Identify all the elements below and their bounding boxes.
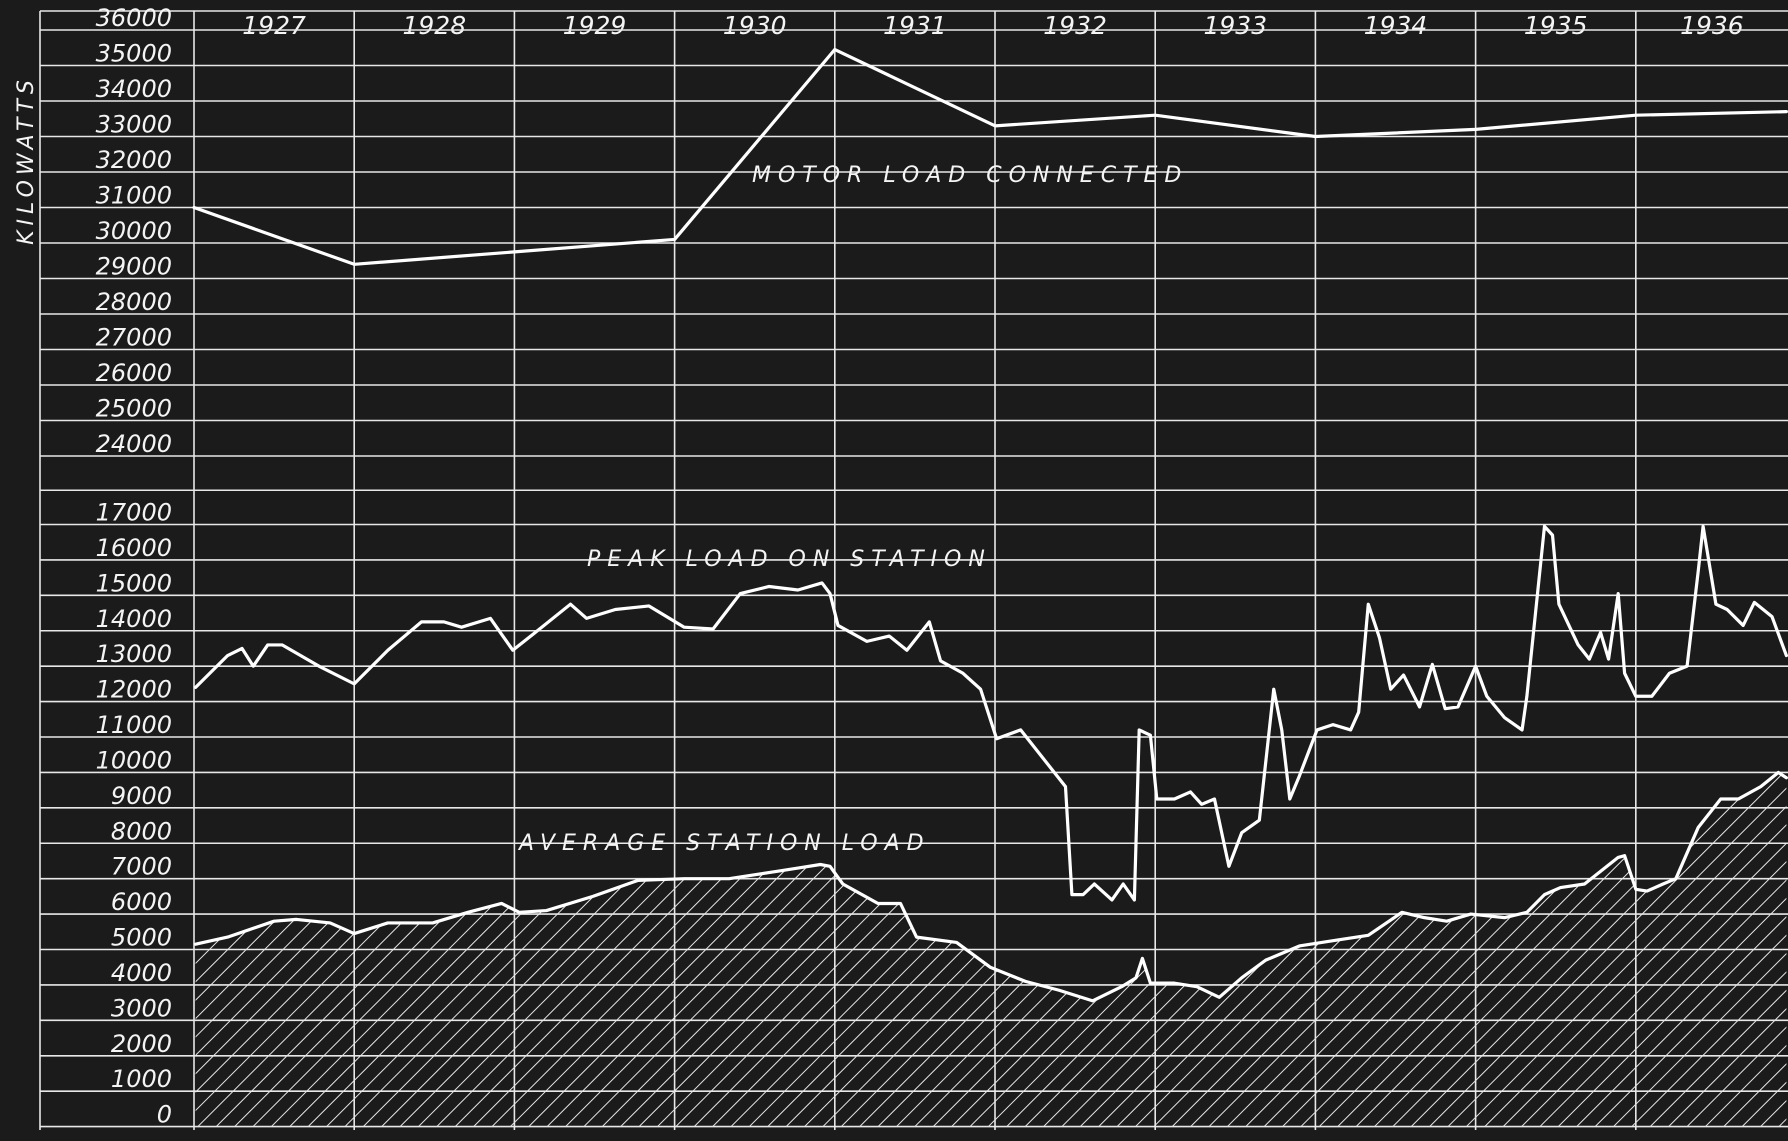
x-tick-label: 1927 [242,11,306,40]
series-line [192,47,1788,266]
y-tick-label: 8000 [111,817,172,845]
y-tick-label: 15000 [96,569,172,597]
y-tick-label: 27000 [96,324,172,352]
y-tick-label: 13000 [96,640,172,668]
series-label: AVERAGE STATION LOAD [517,831,931,856]
y-tick-label: 29000 [96,253,172,281]
y-tick-label: 16000 [96,534,172,562]
x-tick-label: 1929 [563,11,627,40]
y-tick-label: 12000 [96,676,172,704]
series-line [194,524,1788,902]
y-tick-label: 3000 [111,994,172,1022]
x-tick-label: 1928 [402,11,466,40]
y-tick-label: 26000 [96,359,172,387]
y-tick-label: 34000 [96,75,172,103]
y-tick-label: 25000 [96,395,172,423]
x-tick-label: 1936 [1680,11,1744,40]
y-tick-label: 35000 [96,40,172,68]
y-tick-label: 14000 [96,605,172,633]
y-tick-label: 5000 [111,924,172,952]
series-line [194,770,1788,1003]
y-tick-label: 17000 [96,499,172,527]
y-tick-label: 0 [157,1101,172,1129]
x-tick-label: 1933 [1203,11,1267,40]
y-tick-label: 7000 [111,853,172,881]
area-hatch [195,772,1787,1127]
x-tick-label: 1930 [723,11,787,40]
y-tick-label: 10000 [96,746,172,774]
x-tick-label: 1934 [1364,11,1428,40]
y-tick-label: 1000 [111,1065,172,1093]
y-tick-label: 2000 [111,1030,172,1058]
y-axis-label: KILOWATTS [14,75,39,245]
x-tick-label: 1931 [883,11,947,40]
y-tick-label: 30000 [96,217,172,245]
y-tick-label: 31000 [96,182,172,210]
series-label: PEAK LOAD ON STATION [587,547,992,572]
x-tick-label: 1932 [1043,11,1107,40]
y-tick-label: 11000 [96,711,172,739]
x-tick-label: 1935 [1524,11,1588,40]
y-tick-label: 28000 [96,288,172,316]
y-tick-label: 9000 [111,782,172,810]
y-tick-label: 24000 [96,430,172,458]
y-tick-label: 32000 [96,146,172,174]
y-tick-label: 33000 [96,111,172,139]
y-tick-label: 36000 [96,4,172,32]
y-tick-label: 4000 [111,959,172,987]
series-label: MOTOR LOAD CONNECTED [752,163,1188,188]
y-tick-label: 6000 [111,888,172,916]
